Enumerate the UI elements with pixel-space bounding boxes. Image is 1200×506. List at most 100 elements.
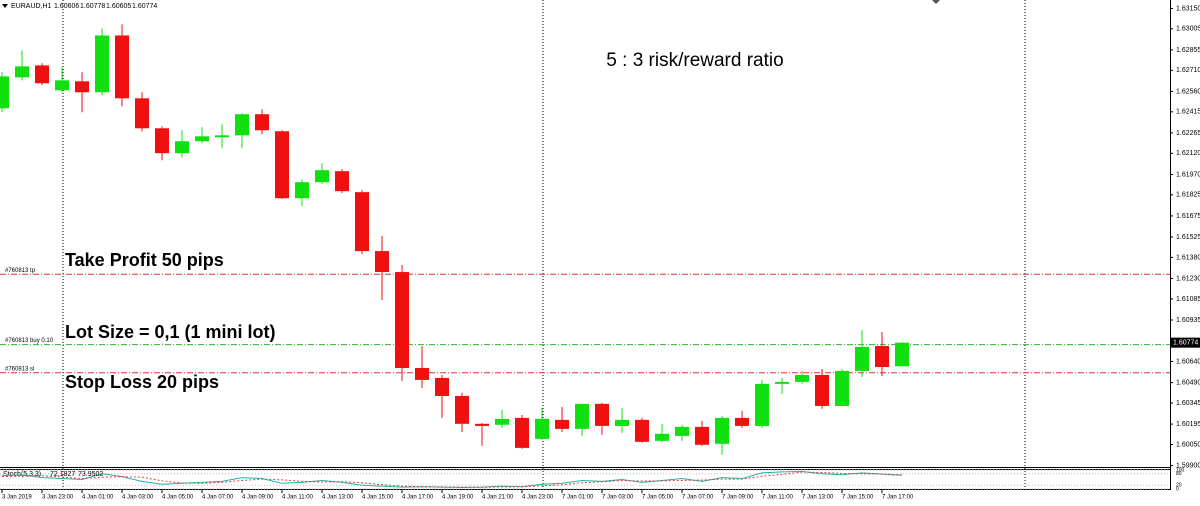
candle-body [455, 395, 469, 424]
x-tick-label: 4 Jan 21:00 [482, 495, 514, 501]
y-tick-label: 1.60345 [1176, 400, 1200, 407]
candle-body [115, 35, 129, 99]
x-tick-label: 7 Jan 01:00 [562, 495, 594, 501]
y-tick-label: 1.61525 [1176, 234, 1200, 241]
indicator-value: 73.9502 [78, 471, 103, 478]
x-tick-label: 4 Jan 23:00 [522, 495, 554, 501]
x-tick-label: 7 Jan 13:00 [802, 495, 834, 501]
candle-body [255, 114, 269, 131]
candle-body [135, 98, 149, 129]
x-tick-label: 4 Jan 03:00 [122, 495, 154, 501]
y-tick-label: 1.60935 [1176, 317, 1200, 324]
candle-body [35, 65, 49, 84]
annotation: Take Profit 50 pips [65, 250, 224, 270]
candle-body [175, 141, 189, 154]
candle-body [395, 272, 409, 368]
y-tick-label: 1.62710 [1176, 67, 1200, 74]
y-tick-label: 1.61230 [1176, 275, 1200, 282]
y-tick-label: 1.61085 [1176, 296, 1200, 303]
header-low: 1.60605 [106, 3, 131, 10]
candle-body [75, 81, 89, 93]
annotation: 5 : 3 risk/reward ratio [606, 50, 783, 71]
annotation: Lot Size = 0,1 (1 mini lot) [65, 322, 276, 342]
candle-body [495, 418, 509, 425]
x-tick-label: 4 Jan 07:00 [202, 495, 234, 501]
indicator-tick-label: 20 [1176, 483, 1182, 489]
candle-body [415, 367, 429, 380]
x-tick-label: 4 Jan 15:00 [362, 495, 394, 501]
candle-body [0, 76, 9, 109]
candle-body [155, 128, 169, 154]
candle-body [795, 375, 809, 382]
candle-body [715, 417, 729, 444]
indicator-value: 72.1827 [50, 471, 75, 478]
indicator-tick-label: 100 [1176, 467, 1185, 473]
menu-arrow [2, 4, 8, 8]
candle-body [595, 403, 609, 426]
candle-body [675, 426, 689, 436]
y-tick-label: 1.61380 [1176, 254, 1200, 261]
header-high: 1.60778 [80, 3, 105, 10]
order-label: #760813 sl [5, 366, 34, 372]
candle-body [755, 383, 769, 426]
y-tick-label: 1.61825 [1176, 192, 1200, 199]
candle-body [575, 403, 589, 429]
candle-body [315, 170, 329, 183]
indicator-line [1, 471, 903, 488]
candle-body [615, 419, 629, 426]
y-tick-label: 1.62560 [1176, 88, 1200, 95]
candle-body [195, 136, 209, 142]
candle-body [855, 347, 869, 371]
candle-body [655, 433, 669, 441]
y-tick-label: 1.59900 [1176, 462, 1200, 469]
candle-body [735, 417, 749, 426]
candle-body [355, 192, 369, 252]
y-tick-label: 1.60195 [1176, 421, 1200, 428]
x-tick-label: 4 Jan 19:00 [442, 495, 474, 501]
x-tick-label: 4 Jan 17:00 [402, 495, 434, 501]
y-tick-label: 1.63150 [1176, 5, 1200, 12]
candle-body [635, 419, 649, 442]
x-tick-label: 7 Jan 05:00 [642, 495, 674, 501]
candle-body [875, 346, 889, 367]
x-tick-label: 4 Jan 01:00 [82, 495, 114, 501]
y-tick-label: 1.60640 [1176, 358, 1200, 365]
x-tick-label: 7 Jan 15:00 [842, 495, 874, 501]
x-tick-label: 7 Jan 07:00 [682, 495, 714, 501]
x-tick-label: 7 Jan 03:00 [602, 495, 634, 501]
candle-body [95, 35, 109, 93]
y-tick-label: 1.62415 [1176, 109, 1200, 116]
candle-body [375, 251, 389, 273]
candle-body [535, 418, 549, 439]
x-tick-label: 4 Jan 13:00 [322, 495, 354, 501]
order-label: #760813 tp [5, 268, 36, 274]
x-tick-label: 7 Jan 11:00 [762, 495, 794, 501]
chart-title: EURAUD,H1 [11, 3, 52, 10]
candle-body [295, 182, 309, 199]
candle-body [435, 377, 449, 396]
candle-body [835, 370, 849, 406]
x-tick-label: 3 Jan 2019 [2, 495, 32, 501]
indicator-tick-label: 0 [1176, 486, 1179, 492]
y-tick-label: 1.62855 [1176, 47, 1200, 54]
candle-body [235, 114, 249, 136]
indicator-tick-label: 80 [1176, 471, 1182, 477]
candle-body [515, 417, 529, 448]
shift-marker [932, 0, 940, 4]
y-tick-label: 1.63005 [1176, 26, 1200, 33]
x-tick-label: 7 Jan 09:00 [722, 495, 754, 501]
candle-body [775, 381, 789, 384]
current-price-label: 1.60774 [1173, 339, 1198, 346]
candle-body [335, 171, 349, 192]
candle-body [275, 131, 289, 199]
candle-body [815, 375, 829, 406]
x-tick-label: 3 Jan 23:00 [42, 495, 74, 501]
candle-body [695, 426, 709, 445]
y-tick-label: 1.62120 [1176, 150, 1200, 157]
y-tick-label: 1.60490 [1176, 379, 1200, 386]
x-tick-label: 4 Jan 05:00 [162, 495, 194, 501]
header-close: 1.60774 [132, 3, 157, 10]
x-tick-label: 7 Jan 17:00 [882, 495, 914, 501]
